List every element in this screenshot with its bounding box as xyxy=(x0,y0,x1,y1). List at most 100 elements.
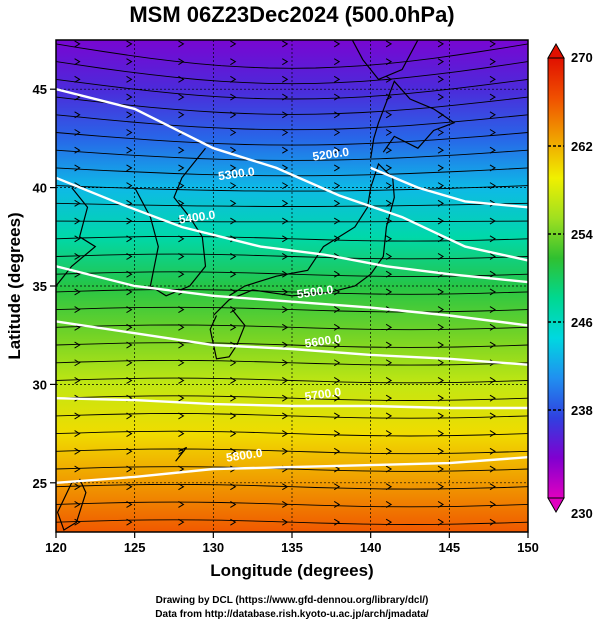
wind-arrow xyxy=(437,394,445,402)
wind-arrow xyxy=(282,217,289,225)
wind-arrow xyxy=(437,447,445,455)
wind-arrow xyxy=(282,377,289,384)
y-tick-label: 45 xyxy=(33,82,47,97)
wind-arrow xyxy=(385,501,393,508)
x-axis: 120 125 130 135 140 145 150 xyxy=(45,532,539,555)
wind-arrow xyxy=(437,182,445,190)
wind-arrow xyxy=(437,341,445,349)
wind-arrow xyxy=(178,306,185,314)
wind-arrow xyxy=(489,270,496,278)
wind-arrow xyxy=(385,377,393,384)
wind-arrow xyxy=(437,412,445,420)
wind-arrow xyxy=(230,412,237,420)
wind-arrow xyxy=(178,359,185,367)
wind-arrow xyxy=(126,412,133,420)
wind-arrow xyxy=(333,501,341,508)
colorbar-tick-label: 246 xyxy=(571,315,593,330)
wind-arrow xyxy=(489,129,496,136)
wind-arrow xyxy=(437,217,445,225)
wind-arrow xyxy=(385,129,393,136)
wind-arrow xyxy=(126,253,133,260)
wind-arrow xyxy=(385,359,393,367)
wind-arrow xyxy=(489,394,496,402)
wind-arrow xyxy=(385,288,393,296)
wind-arrow xyxy=(126,40,133,48)
wind-arrow xyxy=(489,40,496,48)
wind-arrow xyxy=(126,447,133,455)
wind-arrow xyxy=(333,199,341,207)
wind-arrow xyxy=(385,40,393,48)
wind-arrow xyxy=(333,288,341,296)
wind-arrow xyxy=(333,359,341,367)
wind-arrow xyxy=(333,518,341,526)
wind-arrow xyxy=(437,465,445,473)
wind-arrow xyxy=(282,75,289,83)
wind-arrow xyxy=(489,483,496,491)
wind-arrow xyxy=(333,235,341,243)
wind-arrow xyxy=(230,217,237,225)
wind-arrow xyxy=(333,58,341,66)
wind-arrow xyxy=(437,377,445,384)
wind-arrow xyxy=(437,164,445,172)
colorbar-tick-label: 238 xyxy=(571,403,593,418)
wind-arrow xyxy=(282,40,289,48)
wind-arrow xyxy=(230,199,237,207)
wind-arrow xyxy=(126,235,133,243)
wind-arrow xyxy=(333,129,341,136)
wind-arrow xyxy=(178,58,185,66)
height-contours: 5200.0 5300.0 5400.0 5500.0 5600.0 5700.0 5800… xyxy=(56,88,528,484)
wind-arrow xyxy=(385,146,393,154)
contour-label: 5300.0 xyxy=(217,164,256,183)
coastline xyxy=(56,478,87,531)
wind-arrow xyxy=(230,394,237,402)
x-tick-label: 135 xyxy=(281,540,303,555)
wind-arrow xyxy=(74,447,81,455)
plot-area: 5200.0 5300.0 5400.0 5500.0 5600.0 5700.0 5800… xyxy=(55,39,529,533)
wind-arrow xyxy=(489,447,496,455)
wind-arrow xyxy=(385,518,393,526)
wind-arrow xyxy=(489,111,496,119)
wind-arrow xyxy=(282,341,289,349)
wind-arrow xyxy=(74,235,81,243)
wind-arrow xyxy=(282,306,289,314)
y-tick-label: 25 xyxy=(33,476,47,491)
y-axis: 25 30 35 40 45 xyxy=(33,82,56,491)
wind-arrow xyxy=(230,93,237,101)
wind-arrow xyxy=(282,483,289,491)
wind-arrow xyxy=(385,323,393,331)
wind-arrow xyxy=(74,40,81,48)
coastline xyxy=(212,162,395,316)
wind-arrow xyxy=(126,111,133,119)
wind-arrow xyxy=(437,323,445,331)
wind-arrow xyxy=(126,58,133,66)
wind-arrow xyxy=(230,270,237,278)
x-axis-label: Longitude (degrees) xyxy=(210,561,373,580)
y-tick-label: 30 xyxy=(33,377,47,392)
colorbar-tick-label: 270 xyxy=(571,50,593,65)
wind-arrow xyxy=(74,129,81,136)
credit-line-2: Data from http://database.rish.kyoto-u.a… xyxy=(155,609,429,620)
colorbar-bar xyxy=(547,57,565,499)
contour-label: 5200.0 xyxy=(312,145,351,164)
wind-arrow xyxy=(178,412,185,420)
wind-arrow xyxy=(333,93,341,101)
wind-arrow xyxy=(437,75,445,83)
colorbar-max-triangle xyxy=(547,42,565,59)
wind-arrow xyxy=(489,501,496,508)
wind-arrow xyxy=(489,430,496,438)
wind-arrow xyxy=(74,483,81,491)
wind-arrow xyxy=(74,199,81,207)
wind-arrow xyxy=(437,235,445,243)
wind-arrow xyxy=(126,377,133,384)
wind-arrow xyxy=(333,75,341,83)
coastline xyxy=(134,147,207,297)
wind-arrow xyxy=(489,341,496,349)
wind-arrow xyxy=(333,306,341,314)
wind-arrow xyxy=(126,306,133,314)
wind-arrow xyxy=(333,182,341,190)
wind-arrow xyxy=(74,217,81,225)
wind-arrow xyxy=(282,518,289,526)
x-tick-label: 120 xyxy=(45,540,67,555)
wind-arrow xyxy=(178,93,185,101)
wind-arrow xyxy=(230,75,237,83)
